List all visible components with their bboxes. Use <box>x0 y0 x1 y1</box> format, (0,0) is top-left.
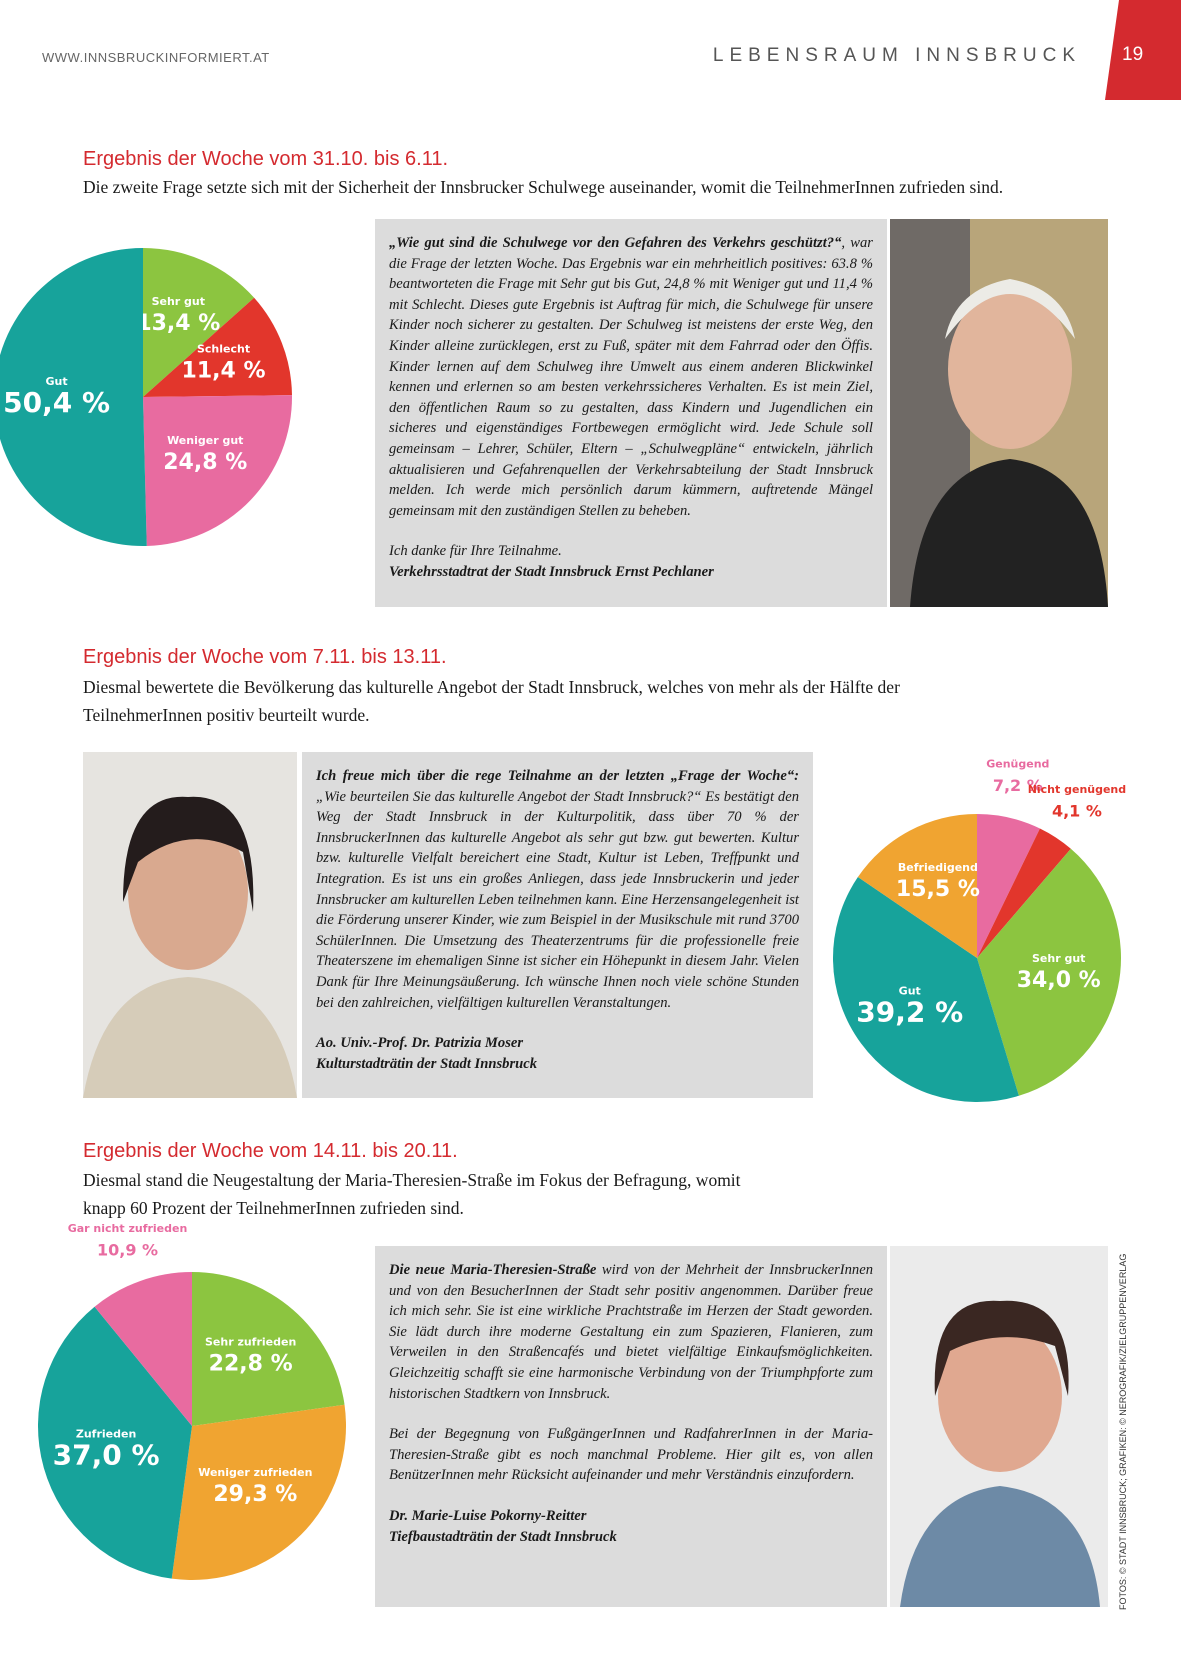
slice-value: 39,2 % <box>856 996 963 1029</box>
pie-chart: Sehr zufrieden 22,8 % Weniger zufrieden 29,… <box>37 1222 346 1580</box>
pie-slice <box>94 1272 192 1426</box>
pie-chart: Sehr gut 13,4 % Schlecht 11,4 % Weniger gut 2… <box>0 248 293 546</box>
slice-value: 37,0 % <box>53 1438 160 1471</box>
quote-body: „Wie beurteilen Sie das kulturelle Angeb… <box>316 788 799 1011</box>
slice-category: Weniger zufrieden <box>198 1466 312 1479</box>
section-title: LEBENSRAUM INNSBRUCK <box>712 45 1081 66</box>
pie-slice <box>857 814 977 958</box>
pie-slice <box>977 814 1040 958</box>
slice-value: 50,4 % <box>3 386 110 419</box>
pie-slice <box>977 848 1121 1096</box>
quote-lead: Ich freue mich über die rege Teilnahme a… <box>316 768 799 784</box>
section-intro: Diesmal bewertete die Bevölkerung das ku… <box>83 677 900 725</box>
quote-text: Die neue Maria-Theresien-Straße wird von… <box>389 1260 873 1404</box>
pie-slice <box>192 1272 345 1426</box>
quote-closing: Ich danke für Ihre Teilnahme. <box>389 543 562 560</box>
slice-category: Zufrieden <box>76 1427 136 1440</box>
site-url: WWW.INNSBRUCKINFORMIERT.AT <box>42 50 270 65</box>
slice-value: 15,5 % <box>896 877 980 902</box>
quote-text: Ich freue mich über die rege Teilnahme a… <box>316 766 799 1013</box>
quote-body: , war die Frage der letzten Woche. Das E… <box>389 235 873 519</box>
section-heading: Ergebnis der Woche vom 31.10. bis 6.11. <box>83 148 449 170</box>
pie-slice <box>977 828 1071 958</box>
slice-value: 4,1 % <box>1052 801 1102 820</box>
slice-value: 22,8 % <box>209 1352 293 1377</box>
slice-value: 34,0 % <box>1017 968 1101 993</box>
pie-slice <box>833 877 1019 1102</box>
quote-signature: Kulturstadträtin der Stadt Innsbruck <box>316 1055 538 1072</box>
quote-body: wird von der Mehrheit der InnsbruckerInn… <box>389 1262 873 1402</box>
slice-category: Gut <box>899 985 921 998</box>
section-heading: Ergebnis der Woche vom 7.11. bis 13.11. <box>83 646 447 668</box>
slice-value: 13,4 % <box>136 311 220 336</box>
pie-slice <box>0 248 147 546</box>
slice-category: Nicht genügend <box>1028 783 1126 796</box>
quote-lead: „Wie gut sind die Schulwege vor den Gefa… <box>389 235 842 251</box>
slice-value: 24,8 % <box>163 450 247 475</box>
slice-value: 10,9 % <box>97 1241 158 1260</box>
quote-signature: Ao. Univ.-Prof. Dr. Patrizia Moser <box>316 1035 524 1052</box>
pie-slice <box>171 1404 346 1580</box>
slice-category: Weniger gut <box>167 434 243 447</box>
section-intro: Diesmal stand die Neugestaltung der Mari… <box>83 1170 741 1218</box>
page-tab <box>1105 0 1181 100</box>
portrait-photo <box>890 1246 1108 1607</box>
page-number: 19 <box>1122 44 1144 65</box>
slice-category: Sehr zufrieden <box>205 1336 296 1349</box>
slice-category: Schlecht <box>197 343 250 356</box>
slice-category: Sehr gut <box>152 295 205 308</box>
quote-closing: Bei der Begegnung von FußgängerInnen und… <box>389 1426 873 1484</box>
pie-slice <box>143 248 255 397</box>
portrait-photo <box>890 219 1108 607</box>
slice-category: Gut <box>46 375 68 388</box>
slice-value: 7,2 % <box>993 776 1043 795</box>
pie-chart: Genügend 7,2 %Nicht genügend 4,1 % Sehr gut… <box>833 758 1126 1102</box>
section-heading: Ergebnis der Woche vom 14.11. bis 20.11. <box>83 1140 458 1162</box>
pie-slice <box>143 297 292 397</box>
quote-lead: Die neue Maria-Theresien-Straße <box>389 1262 597 1278</box>
slice-category: Gar nicht zufrieden <box>68 1222 188 1235</box>
quote-signature: Tiefbaustadträtin der Stadt Innsbruck <box>389 1528 617 1545</box>
slice-category: Sehr gut <box>1032 952 1085 965</box>
section-intro: Die zweite Frage setzte sich mit der Sic… <box>83 177 1004 197</box>
slice-value: 11,4 % <box>182 359 266 384</box>
slice-value: 29,3 % <box>213 1482 297 1507</box>
quote-box: „Wie gut sind die Schulwege vor den Gefa… <box>375 219 887 607</box>
portrait-photo <box>83 752 297 1098</box>
quote-signature: Dr. Marie-Luise Pokorny-Reitter <box>389 1507 587 1524</box>
quote-text: „Wie gut sind die Schulwege vor den Gefa… <box>389 233 873 521</box>
slice-category: Genügend <box>986 758 1049 771</box>
pie-slice <box>143 395 293 546</box>
quote-signature: Verkehrsstadtrat der Stadt Innsbruck Ern… <box>389 563 714 580</box>
pie-slice <box>37 1306 193 1579</box>
photo-credit: FOTOS: © STADT INNSBRUCK; GRAFIKEN: © NE… <box>1118 1253 1128 1610</box>
quote-box: Ich freue mich über die rege Teilnahme a… <box>302 752 813 1098</box>
slice-category: Befriedigend <box>898 861 978 874</box>
quote-box: Die neue Maria-Theresien-Straße wird von… <box>375 1246 887 1607</box>
